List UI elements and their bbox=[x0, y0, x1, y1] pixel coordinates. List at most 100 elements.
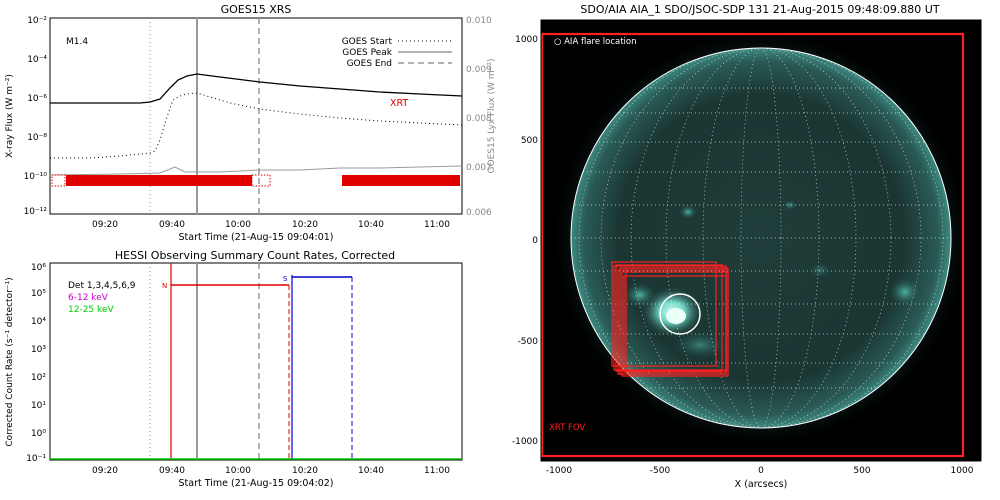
aia-x-tick: -500 bbox=[650, 466, 671, 476]
goes-right-tick: 0.007 bbox=[466, 163, 492, 173]
hessi-y-tick: 10⁻¹ bbox=[26, 454, 46, 464]
xrt-fov-boxes bbox=[611, 261, 729, 377]
aia-frame bbox=[540, 19, 982, 462]
aia-xlabel: X (arcsecs) bbox=[735, 479, 788, 490]
aia-y-tick: 500 bbox=[521, 136, 538, 146]
aia-x-tick: -1000 bbox=[546, 466, 572, 476]
goes-right-tick: 0.009 bbox=[466, 65, 492, 75]
hessi-x-ticks: 09:20 09:40 10:00 10:20 10:40 11:00 bbox=[92, 466, 450, 476]
aia-x-tick: 0 bbox=[758, 466, 764, 476]
sun-features bbox=[571, 48, 951, 428]
hessi-y-tick: 10⁶ bbox=[31, 263, 46, 273]
goes-y-ticks: 10⁻² 10⁻⁴ 10⁻⁶ 10⁻⁸ 10⁻¹⁰ 10⁻¹² bbox=[24, 16, 48, 217]
hessi-y-tick: 10¹ bbox=[31, 401, 46, 411]
active-region-southwest bbox=[808, 262, 832, 278]
hessi-xlabel: Start Time (21-Aug-15 09:04:02) bbox=[179, 478, 334, 489]
goes-x-tick: 09:20 bbox=[92, 220, 118, 230]
goes-ylabel-right: GOES15 Lyx Flux (W m⁻²) bbox=[487, 59, 497, 174]
goes-short-channel-line bbox=[50, 92, 462, 159]
aia-y-tick: -1000 bbox=[512, 437, 538, 447]
goes-xlabel: Start Time (21-Aug-15 09:04:01) bbox=[179, 232, 334, 243]
xrt-fov-full bbox=[540, 32, 965, 458]
goes-y-tick: 10⁻⁸ bbox=[27, 133, 47, 143]
goes-panel: GOES15 XRS 10⁻² 10⁻⁴ 10⁻⁶ 10⁻⁸ 10⁻¹⁰ 10⁻… bbox=[5, 3, 497, 243]
goes-y-tick: 10⁻¹⁰ bbox=[24, 172, 48, 182]
aia-x-tick: 1000 bbox=[951, 466, 974, 476]
hessi-plot-frame bbox=[49, 262, 463, 461]
aia-flare-legend: ○ AIA flare location bbox=[554, 37, 637, 47]
hessi-x-tick: 11:00 bbox=[424, 466, 450, 476]
goes-x-tick: 11:00 bbox=[424, 220, 450, 230]
goes-legend: GOES Start GOES Peak GOES End bbox=[342, 37, 452, 69]
hessi-y-tick: 10² bbox=[31, 373, 46, 383]
legend-goes-end: GOES End bbox=[347, 59, 392, 69]
hessi-title: HESSI Observing Summary Count Rates, Cor… bbox=[115, 249, 395, 262]
heliographic-grid bbox=[571, 48, 951, 428]
hessi-legend: Det 1,3,4,5,6,9 6-12 keV 12-25 keV bbox=[68, 281, 136, 315]
legend-goes-peak: GOES Peak bbox=[342, 48, 392, 58]
active-region-flare-core bbox=[666, 308, 686, 324]
aia-y-ticks: 1000 500 0 -500 -1000 bbox=[512, 35, 538, 447]
hessi-y-tick: 10⁴ bbox=[31, 317, 46, 327]
goes-right-tick: 0.006 bbox=[466, 208, 492, 218]
xrt-bar-3 bbox=[152, 175, 252, 186]
aia-x-ticks: -1000 -500 0 500 1000 bbox=[546, 466, 974, 476]
aia-y-tick: -500 bbox=[518, 337, 539, 347]
goes-y-tick: 10⁻⁶ bbox=[27, 94, 47, 104]
active-region-south bbox=[670, 329, 730, 361]
xrt-label: XRT bbox=[390, 98, 408, 109]
goes-y-tick: 10⁻¹² bbox=[24, 207, 48, 217]
goes-plot-frame bbox=[49, 17, 463, 215]
hessi-legend-6-12: 6-12 keV bbox=[68, 293, 109, 303]
hessi-y-tick: 10⁰ bbox=[31, 429, 46, 439]
active-region-east bbox=[622, 281, 658, 309]
hessi-legend-12-25: 12-25 keV bbox=[68, 305, 114, 315]
goes-x-tick: 09:40 bbox=[159, 220, 185, 230]
xrt-coverage-bars bbox=[51, 174, 460, 187]
goes-x-tick: 10:00 bbox=[225, 220, 251, 230]
goes-x-ticks: 09:20 09:40 10:00 10:20 10:40 11:00 bbox=[92, 220, 450, 230]
aia-y-tick: 1000 bbox=[515, 35, 538, 45]
hessi-y-ticks: 10⁶ 10⁵ 10⁴ 10³ 10² 10¹ 10⁰ 10⁻¹ bbox=[26, 263, 46, 464]
aia-y-tick: 0 bbox=[532, 236, 538, 246]
hessi-ylabel: Corrected Count Rate (s⁻¹ detector⁻¹) bbox=[5, 277, 15, 446]
hessi-x-tick: 10:40 bbox=[358, 466, 384, 476]
limb-circle bbox=[570, 47, 952, 429]
goes-lyman-line bbox=[50, 165, 462, 176]
goes-ylabel: X-ray Flux (W m⁻²) bbox=[5, 74, 15, 158]
goes-right-tick: 0.010 bbox=[466, 16, 492, 26]
aia-panel: SDO/AIA AIA_1 SDO/JSOC-SDP 131 21-Aug-20… bbox=[512, 3, 982, 490]
hessi-x-tick: 10:20 bbox=[292, 466, 318, 476]
hessi-panel: HESSI Observing Summary Count Rates, Cor… bbox=[5, 249, 463, 489]
flare-class-label: M1.4 bbox=[66, 37, 88, 47]
active-region-west bbox=[887, 276, 923, 308]
legend-goes-start: GOES Start bbox=[342, 37, 393, 47]
xrt-fov-label: XRT FOV bbox=[549, 423, 585, 433]
goes-right-tick: 0.008 bbox=[466, 114, 492, 124]
goes-right-ticks: 0.010 0.009 0.008 0.007 0.006 bbox=[466, 16, 492, 218]
aia-x-tick: 500 bbox=[853, 466, 870, 476]
xrt-bar-4 bbox=[251, 174, 271, 187]
xrt-bar-1 bbox=[51, 174, 66, 187]
goes-x-tick: 10:40 bbox=[358, 220, 384, 230]
hessi-x-tick: 09:40 bbox=[159, 466, 185, 476]
goes-x-tick: 10:20 bbox=[292, 220, 318, 230]
goes-y-tick: 10⁻² bbox=[27, 16, 47, 26]
active-region-center bbox=[782, 199, 798, 211]
goes-title: GOES15 XRS bbox=[221, 3, 292, 16]
saa-marker: S bbox=[283, 275, 288, 283]
hessi-y-tick: 10⁵ bbox=[31, 289, 46, 299]
aia-title: SDO/AIA AIA_1 SDO/JSOC-SDP 131 21-Aug-20… bbox=[580, 3, 939, 16]
goes-y-tick: 10⁻⁴ bbox=[27, 55, 47, 65]
xrt-bar-2 bbox=[66, 175, 152, 186]
aia-flare-location-circle bbox=[659, 293, 701, 335]
hessi-legend-detectors: Det 1,3,4,5,6,9 bbox=[68, 281, 136, 291]
hessi-x-tick: 10:00 bbox=[225, 466, 251, 476]
hessi-x-tick: 09:20 bbox=[92, 466, 118, 476]
hessi-y-tick: 10³ bbox=[31, 345, 46, 355]
active-region-north bbox=[678, 204, 698, 220]
xrt-bar-5 bbox=[342, 175, 460, 186]
night-marker: N bbox=[162, 282, 167, 290]
goes-long-channel-line bbox=[50, 73, 462, 104]
